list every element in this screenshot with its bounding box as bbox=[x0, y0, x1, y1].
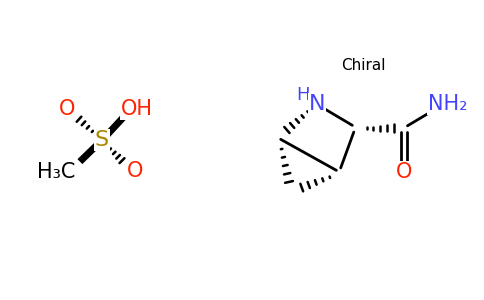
Text: O: O bbox=[59, 99, 75, 119]
Text: S: S bbox=[94, 130, 109, 150]
Text: OH: OH bbox=[121, 99, 153, 119]
Text: H₃C: H₃C bbox=[37, 162, 76, 182]
Text: NH₂: NH₂ bbox=[428, 94, 468, 114]
Text: Chiral: Chiral bbox=[341, 58, 385, 73]
Text: N: N bbox=[309, 94, 325, 114]
Text: O: O bbox=[396, 162, 412, 182]
Text: O: O bbox=[127, 161, 143, 181]
Text: H: H bbox=[297, 86, 310, 104]
